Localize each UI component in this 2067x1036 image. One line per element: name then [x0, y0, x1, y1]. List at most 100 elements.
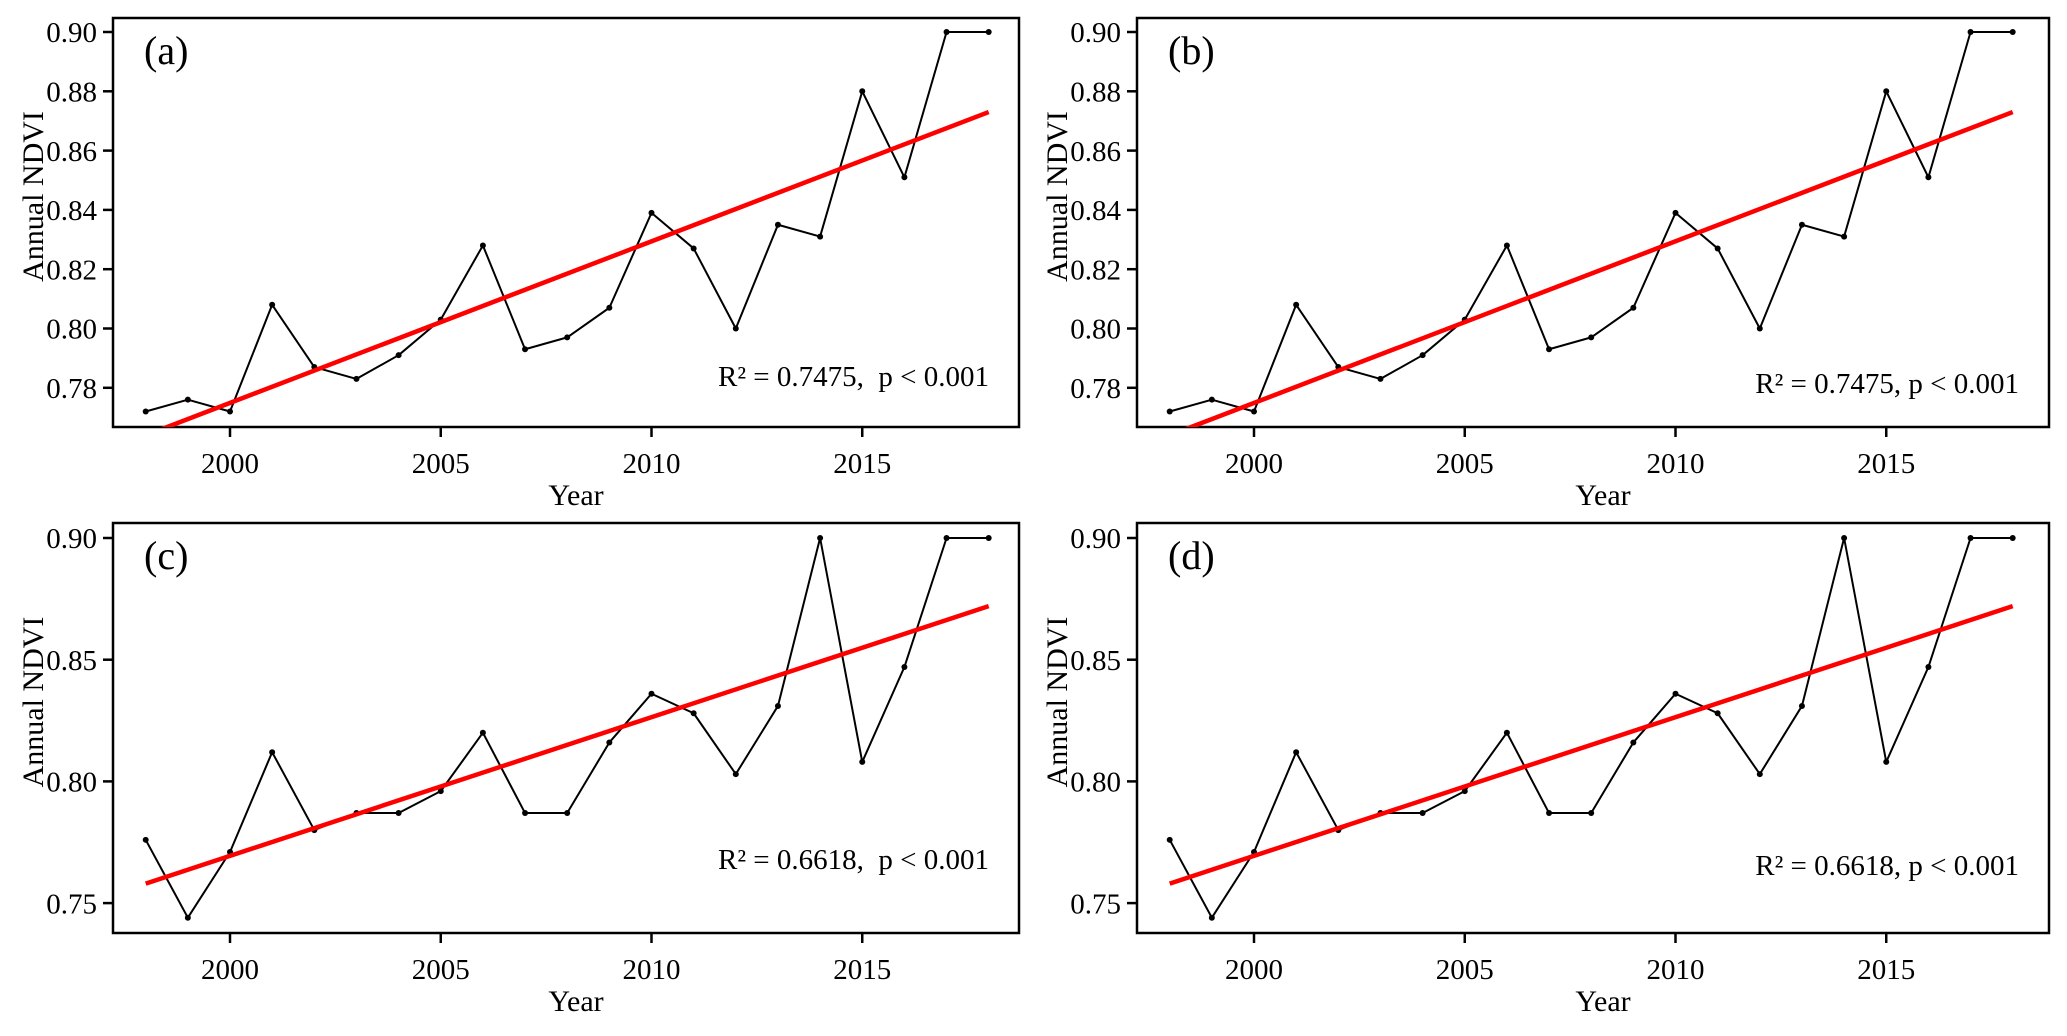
data-point-marker — [985, 535, 992, 541]
data-point-marker — [1293, 301, 1300, 308]
panel-b: 0.78 0.80 0.82 0.84 0.86 0.88 0.90 2000 2005 2010… — [1041, 16, 2051, 512]
plot-box — [1135, 521, 2051, 935]
y-tick-label: 0.80 — [1070, 767, 1121, 799]
data-point-marker — [1166, 408, 1173, 415]
data-point-marker — [479, 242, 486, 249]
data-point-marker — [1208, 914, 1215, 921]
x-tick-label: 2000 — [1225, 954, 1283, 986]
data-point-marker — [859, 88, 866, 95]
data-point-marker — [564, 810, 571, 817]
r2-p-annotation: R² = 0.7475, p < 0.001 — [1755, 368, 2019, 400]
data-point-marker — [142, 408, 149, 415]
data-point-marker — [395, 810, 402, 817]
data-point-marker — [1251, 408, 1257, 415]
data-point-marker — [1672, 690, 1679, 697]
data-point-marker — [1503, 729, 1510, 736]
data-point-marker — [1883, 88, 1890, 95]
y-tick-label: 0.90 — [46, 523, 97, 555]
data-point-marker — [1756, 771, 1763, 778]
x-axis-title: Year — [548, 985, 603, 1018]
data-point-marker — [859, 758, 866, 765]
r2-p-annotation: R² = 0.6618, p < 0.001 — [1755, 850, 2019, 882]
data-point-marker — [606, 304, 613, 311]
y-tick-label: 0.82 — [46, 254, 97, 286]
data-point-marker — [479, 729, 486, 736]
data-point-marker — [522, 346, 529, 353]
x-tick-label: 2010 — [623, 448, 681, 480]
data-point-marker — [184, 914, 191, 921]
trend-line — [1168, 604, 2014, 886]
x-tick-label: 2010 — [623, 954, 681, 986]
y-tick-label: 0.84 — [1070, 195, 1121, 227]
x-tick-label: 2005 — [1436, 954, 1494, 986]
data-point-marker — [1841, 535, 1848, 541]
data-point-marker — [227, 408, 233, 415]
y-tick-label: 0.90 — [46, 17, 97, 49]
data-point-marker — [1546, 810, 1553, 817]
y-tick-label: 0.85 — [1070, 645, 1121, 677]
data-point-marker — [690, 245, 697, 252]
data-point-marker — [1166, 836, 1173, 843]
data-point-marker — [732, 771, 739, 778]
data-point-marker — [648, 690, 655, 697]
data-point-marker — [1925, 174, 1932, 181]
plot-box — [111, 521, 1021, 935]
data-point-marker — [1714, 710, 1721, 717]
x-tick-label: 2010 — [1647, 448, 1705, 480]
y-tick-label: 0.88 — [46, 76, 97, 108]
x-tick-label: 2005 — [412, 448, 470, 480]
data-point-marker — [353, 375, 360, 382]
panel-d: 0.75 0.80 0.85 0.90 2000 2005 2010 2015 Year Annu… — [1041, 521, 2051, 1018]
x-tick-label: 2010 — [1647, 954, 1705, 986]
data-point-marker — [1967, 535, 1974, 541]
data-point-marker — [522, 810, 529, 817]
y-tick-label: 0.86 — [1070, 136, 1121, 168]
data-point-marker — [1967, 29, 1974, 35]
x-tick-label: 2015 — [833, 448, 891, 480]
x-tick-label: 2000 — [201, 954, 259, 986]
y-tick-label: 0.80 — [46, 767, 97, 799]
data-point-marker — [1672, 209, 1679, 216]
plot-box — [1135, 16, 2051, 429]
r2-p-annotation: R² = 0.6618, p < 0.001 — [718, 844, 989, 876]
panel-letter: (a) — [144, 28, 188, 73]
x-axis-title: Year — [548, 479, 603, 512]
y-axis-title: Annual NDVI — [17, 111, 50, 282]
data-point-marker — [1208, 396, 1215, 403]
data-point-marker — [1419, 810, 1426, 817]
data-point-marker — [774, 702, 781, 709]
data-point-marker — [1377, 375, 1384, 382]
y-tick-label: 0.80 — [46, 314, 97, 346]
data-point-marker — [1798, 702, 1805, 709]
x-tick-label: 2005 — [1436, 448, 1494, 480]
data-point-marker — [1419, 352, 1426, 359]
data-point-marker — [901, 174, 908, 181]
data-point-marker — [1925, 664, 1932, 671]
trend-line — [160, 109, 990, 427]
y-tick-label: 0.80 — [1070, 314, 1121, 346]
data-point-marker — [1546, 346, 1553, 353]
y-tick-label: 0.82 — [1070, 254, 1121, 286]
y-axis-title: Annual NDVI — [17, 617, 50, 788]
data-point-marker — [1714, 245, 1721, 252]
panel-a: 0.78 0.80 0.82 0.84 0.86 0.88 0.90 2000 2005 2010… — [17, 16, 1021, 512]
data-point-marker — [269, 301, 276, 308]
data-point-marker — [1588, 810, 1595, 817]
y-tick-label: 0.88 — [1070, 76, 1121, 108]
data-point-marker — [901, 664, 908, 671]
x-tick-label: 2005 — [412, 954, 470, 986]
data-point-marker — [690, 710, 697, 717]
data-point-marker — [774, 221, 781, 228]
y-axis-title: Annual NDVI — [1041, 617, 1074, 788]
y-tick-label: 0.78 — [1070, 373, 1121, 405]
data-point-marker — [1588, 334, 1595, 341]
plot-box — [111, 16, 1021, 429]
data-point-marker — [2009, 29, 2016, 35]
data-point-marker — [1841, 233, 1848, 240]
data-point-marker — [985, 29, 992, 35]
data-point-marker — [817, 535, 824, 541]
trend-line — [144, 604, 990, 886]
x-tick-label: 2015 — [1857, 448, 1915, 480]
